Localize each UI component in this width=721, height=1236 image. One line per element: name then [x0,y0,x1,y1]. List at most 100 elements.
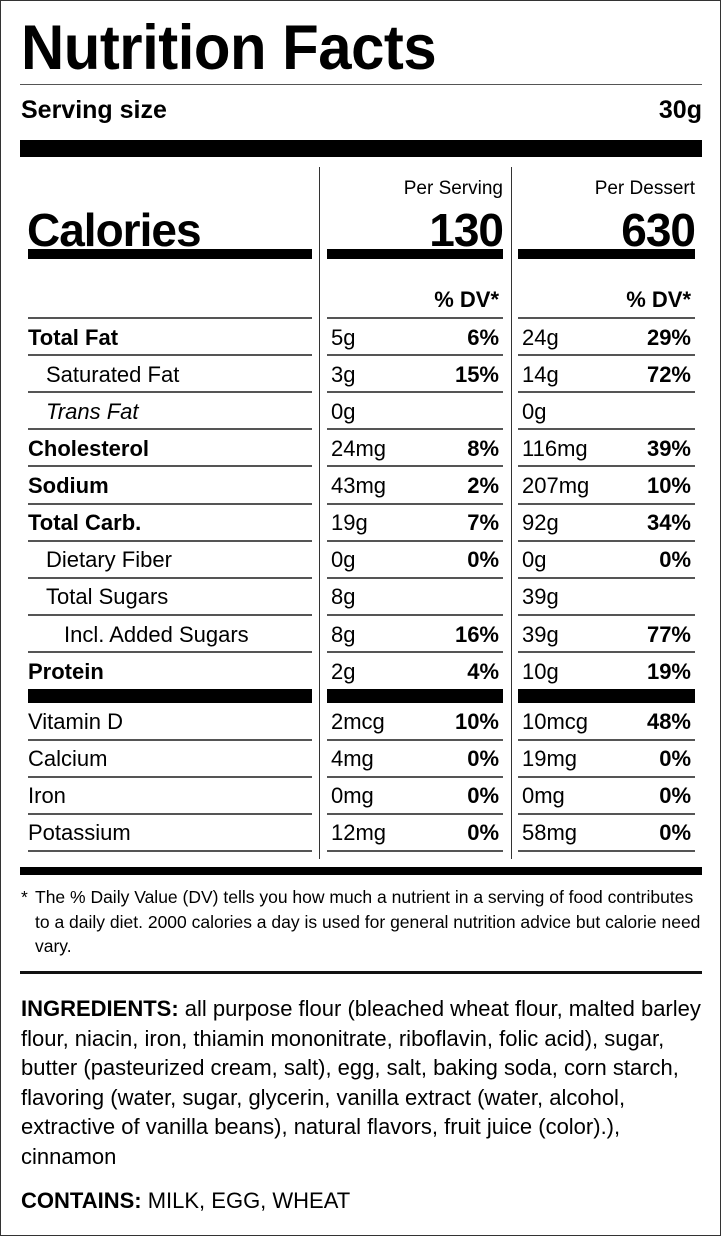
row-divider [28,776,312,778]
serving-amount: 12mg [331,820,387,845]
row-divider [28,465,312,467]
dessert-dv: 10% [646,473,691,498]
dessert-amount: 0g [522,399,547,424]
dv-header-dessert: % DV* [626,287,691,312]
row-divider [28,577,312,579]
row-divider [28,428,312,430]
dv-header-serving: % DV* [434,287,499,312]
vitamin-name: Vitamin D [28,709,123,734]
dessert-dv: 77% [646,622,691,647]
row-divider [327,503,503,505]
per-dessert-header: Per Dessert [594,178,695,199]
serving-dv: 10% [454,709,499,734]
row-divider [28,739,312,741]
row-divider [327,391,503,393]
serving-amount: 43mg [331,473,387,498]
row-divider [327,776,503,778]
serving-dv: 0% [467,746,499,771]
dessert-dv: 48% [646,709,691,734]
column-divider-1 [319,167,320,859]
dessert-amount: 116mg [522,436,588,461]
row-divider [327,850,503,852]
protein-thick-bar [327,689,503,703]
dessert-amount: 207mg [522,473,590,498]
row-divider [518,540,695,542]
serving-dv: 15% [454,362,499,387]
serving-amount: 0g [331,547,356,572]
row-divider [28,614,312,616]
serving-dv: 7% [467,510,499,535]
nutrient-name: Total Carb. [28,510,142,535]
contains-label: CONTAINS: [21,1188,142,1213]
ingredients-block: INGREDIENTS: all purpose flour (bleached… [21,994,703,1171]
footnote-marker: * [21,887,28,907]
serving-amount: 19g [331,510,368,535]
dessert-amount: 39g [522,622,559,647]
dessert-dv: 0% [659,783,691,808]
serving-amount: 5g [331,325,356,350]
dessert-amount: 0mg [522,783,565,808]
contains-text: MILK, EGG, WHEAT [141,1188,351,1213]
column-divider-2 [511,167,512,859]
row-divider [327,317,503,319]
title-divider [20,84,702,85]
row-divider [327,739,503,741]
row-divider [518,850,695,852]
row-divider [518,614,695,616]
row-divider [518,813,695,815]
nutrient-name: Saturated Fat [46,362,180,387]
row-divider [518,503,695,505]
dessert-amount: 39g [522,584,559,609]
serving-amount: 3g [331,362,356,387]
dessert-amount: 92g [522,510,559,535]
serving-dv: 8% [467,436,499,461]
serving-dv: 2% [467,473,499,498]
nutrient-name: Cholesterol [28,436,150,461]
nutrient-name: Trans Fat [46,399,139,424]
serving-dv: 4% [467,659,499,684]
nutrient-name: Dietary Fiber [46,547,172,572]
serving-amount: 2g [331,659,356,684]
dessert-dv: 72% [646,362,691,387]
row-divider [327,813,503,815]
per-serving-header: Per Serving [403,178,503,199]
serving-amount: 2mcg [331,709,385,734]
row-divider [28,651,312,653]
calories-underline-right [518,249,695,259]
ingredients-label: INGREDIENTS: [21,996,179,1021]
dessert-dv: 0% [659,820,691,845]
serving-amount: 24mg [331,436,387,461]
serving-amount: 8g [331,622,356,647]
serving-dv: 0% [467,783,499,808]
row-divider [518,739,695,741]
row-divider [28,503,312,505]
dessert-amount: 10mcg [522,709,589,734]
footnote-divider [20,971,702,974]
serving-amount: 4mg [331,746,374,771]
serving-dv: 0% [467,547,499,572]
row-divider [518,577,695,579]
label-title: Nutrition Facts [21,13,437,83]
dessert-dv: 39% [646,436,691,461]
dessert-amount: 0g [522,547,547,572]
serving-dv: 0% [467,820,499,845]
nutrient-name: Total Fat [28,325,119,350]
footnote-text: The % Daily Value (DV) tells you how muc… [35,887,701,956]
row-divider [28,354,312,356]
serving-amount: 0g [331,399,356,424]
dessert-dv: 0% [659,547,691,572]
table-bottom-bar [20,867,702,875]
row-divider [28,850,312,852]
row-divider [327,651,503,653]
row-divider [327,465,503,467]
dessert-dv: 34% [646,510,691,535]
vitamin-name: Calcium [28,746,108,771]
row-divider [518,428,695,430]
dessert-dv: 19% [646,659,691,684]
serving-dv: 6% [467,325,499,350]
protein-thick-bar [518,689,695,703]
row-divider [518,317,695,319]
dessert-amount: 19mg [522,746,578,771]
dessert-amount: 10g [522,659,559,684]
